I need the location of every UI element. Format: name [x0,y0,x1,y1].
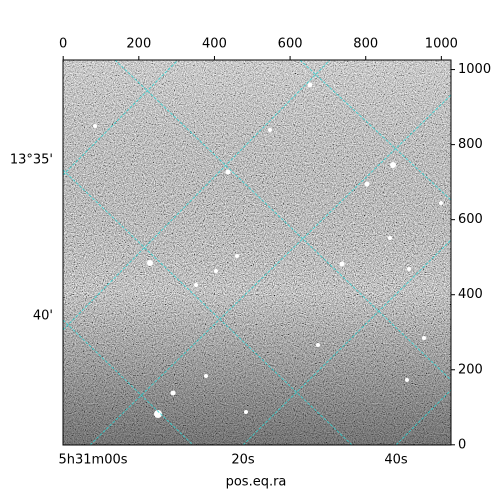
dec-tick-label: 40' [33,309,53,324]
x-tick-label: 200 [126,37,151,52]
y-tick-label: 1000 [458,62,491,77]
ra-tick-label: 40s [384,453,408,468]
coordinate-grid [63,60,451,445]
x-tick-label: 1000 [425,37,458,52]
ra-tick-label: 5h31m00s [58,453,127,468]
x-tick-label: 600 [278,37,303,52]
y-tick-label: 800 [458,137,483,152]
y-tick-label: 600 [458,212,483,227]
x-tick-label: 0 [59,37,67,52]
x-tick-label: 800 [353,37,378,52]
y-tick-label: 0 [458,437,466,452]
y-tick-label: 400 [458,287,483,302]
x-tick-label: 400 [202,37,227,52]
ra-tick-label: 20s [231,453,255,468]
dec-tick-label: 13°35' [10,153,53,168]
x-axis-label: pos.eq.ra [226,475,287,490]
sky-image [63,60,451,445]
frame [62,59,452,446]
stars [93,82,443,418]
y-tick-label: 200 [458,362,483,377]
